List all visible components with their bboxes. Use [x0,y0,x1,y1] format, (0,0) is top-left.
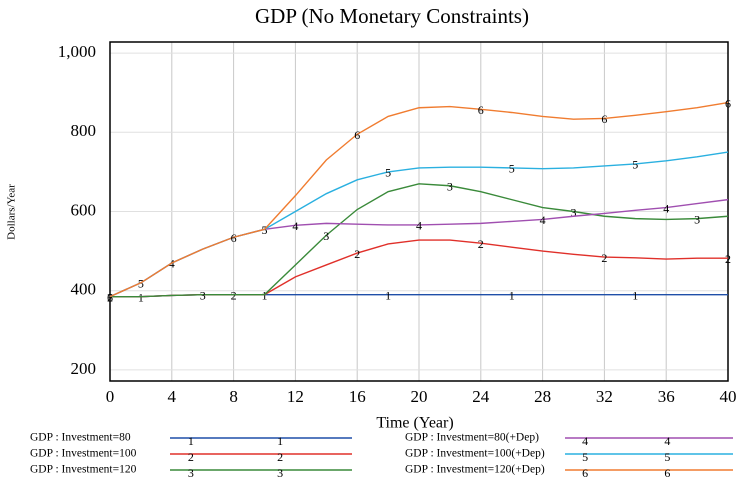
series-marker: 4 [663,201,669,215]
x-tick-label: 28 [534,387,551,406]
series-marker: 1 [509,288,515,302]
series-marker: 1 [138,290,144,304]
x-tick-label: 24 [472,387,490,406]
x-tick-label: 16 [349,387,366,406]
series-marker: 4 [416,219,422,233]
x-tick-label: 0 [106,387,115,406]
series-marker: 1 [262,288,268,302]
series-marker: 4 [292,219,298,233]
legend-label: GDP : Investment=100 [30,448,137,460]
x-tick-label: 12 [287,387,304,406]
series-marker: 5 [632,158,638,172]
legend-marker: 3 [277,466,283,480]
legend-marker: 5 [664,450,670,464]
legend-marker: 1 [277,434,283,448]
x-tick-label: 8 [229,387,238,406]
legend-label: GDP : Investment=120(+Dep) [405,464,545,476]
legend-marker: 2 [188,450,194,464]
series-marker: 1 [632,288,638,302]
series-marker: 3 [200,288,206,302]
x-tick-label: 4 [168,387,177,406]
series-marker: 5 [509,162,515,176]
legend-label: GDP : Investment=120 [30,464,137,476]
series-marker: 2 [725,252,731,266]
legend-marker: 2 [277,450,283,464]
y-tick-label: 200 [71,359,97,378]
x-tick-label: 36 [658,387,675,406]
legend-marker: 6 [582,466,588,480]
y-tick-label: 400 [71,280,97,299]
legend-marker: 6 [664,466,670,480]
legend-label: GDP : Investment=80(+Dep) [405,432,539,444]
series-line [109,101,729,298]
x-tick-label: 20 [411,387,428,406]
legend-marker: 4 [664,434,670,448]
legend-marker: 3 [188,466,194,480]
x-axis-label: Time (Year) [376,415,453,432]
series-marker: 3 [571,205,577,219]
y-tick-label: 600 [71,200,97,219]
series-marker: 6 [354,128,360,142]
x-tick-label: 32 [596,387,613,406]
legend-label: GDP : Investment=80 [30,432,131,444]
series-marker: 5 [262,223,268,237]
series-marker: 2 [601,251,607,265]
y-tick-label: 800 [71,121,97,140]
series-marker: 6 [478,103,484,117]
series-marker: 3 [447,180,453,194]
series-marker: 3 [323,229,329,243]
y-tick-label: 1,000 [58,42,96,61]
series-marker: 4 [540,213,546,227]
series-marker: 2 [231,288,237,302]
series-marker: 3 [694,212,700,226]
plot-frame [109,41,729,382]
series-marker: 6 [725,96,731,110]
series-line [110,183,729,298]
x-tick-label: 40 [720,387,737,406]
series-marker: 6 [231,231,237,245]
series-marker: 1 [385,288,391,302]
series-marker: 6 [601,112,607,126]
chart-title: GDP (No Monetary Constraints) [255,4,529,28]
legend-marker: 5 [582,450,588,464]
legend-marker: 4 [582,434,588,448]
series-marker: 2 [354,247,360,261]
series-marker: 6 [107,290,113,304]
legend-label: GDP : Investment=100(+Dep) [405,448,545,460]
legend-marker: 1 [188,434,194,448]
y-axis-label: Dollars/Year [6,184,18,240]
series-marker: 5 [385,166,391,180]
series-marker: 2 [107,290,113,304]
series-marker: 2 [478,237,484,251]
